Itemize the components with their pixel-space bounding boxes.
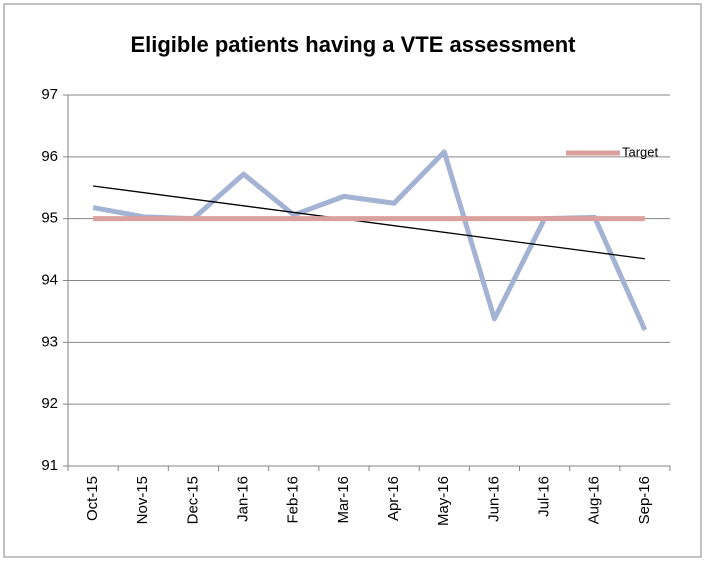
x-tick-label: Jul-16 [536, 476, 553, 517]
y-tick-label: 91 [41, 457, 58, 474]
chart-title: Eligible patients having a VTE assessmen… [130, 32, 576, 57]
legend-label: Target [622, 144, 659, 159]
x-tick-label: Oct-15 [84, 476, 101, 521]
x-tick-label: Nov-15 [134, 476, 151, 524]
x-tick-label: Jan-16 [235, 476, 252, 522]
x-tick-label: May-16 [435, 476, 452, 526]
y-tick-label: 92 [41, 395, 58, 412]
y-tick-label: 97 [41, 86, 58, 103]
trendline [92, 185, 646, 260]
x-tick-label: Aug-16 [586, 476, 603, 524]
y-tick-label: 96 [41, 148, 58, 165]
y-tick-label: 94 [41, 271, 58, 288]
y-tick-label: 93 [41, 333, 58, 350]
x-tick-label: Jun-16 [485, 476, 502, 522]
x-tick-label: Sep-16 [636, 476, 653, 524]
x-tick-label: Feb-16 [285, 476, 302, 524]
y-tick-label: 95 [41, 210, 58, 227]
x-tick-label: Mar-16 [335, 476, 352, 524]
x-tick-label: Apr-16 [385, 476, 402, 521]
x-tick-label: Dec-15 [184, 476, 201, 524]
